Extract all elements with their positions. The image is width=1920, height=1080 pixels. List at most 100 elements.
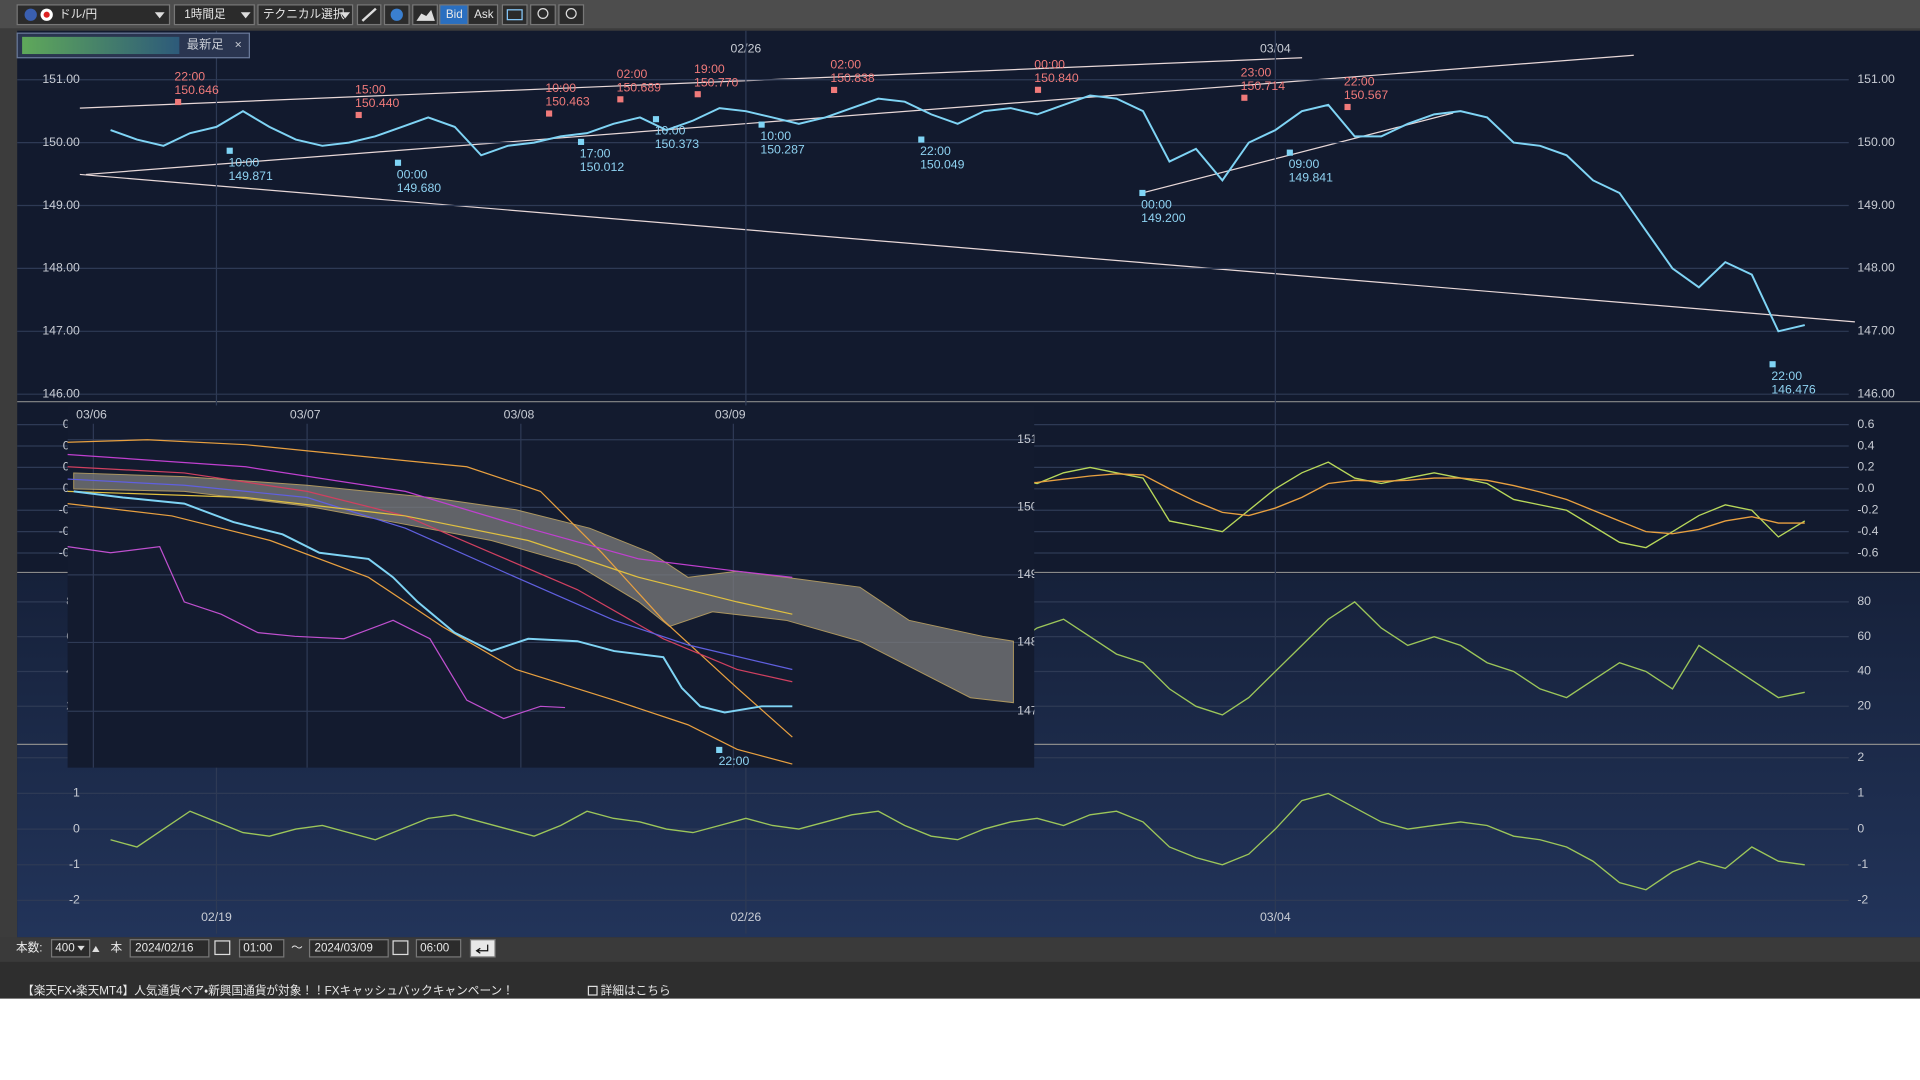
low-price: 150.049 [920, 158, 965, 172]
low-marker [918, 136, 924, 142]
high-price: 150.714 [1241, 79, 1286, 93]
banner-text: 【楽天FX・楽天MT4】人気通貨ペア・新興国通貨が対象！！FXキャッシュバックキ… [22, 983, 514, 997]
y-tick-label: 150.00 [1857, 135, 1895, 149]
pair-label: ドル/円 [59, 8, 97, 21]
high-time: 19:00 [694, 62, 725, 76]
y-tick-label: -0.4 [1857, 524, 1878, 538]
y-tick-label: 146.00 [1857, 386, 1895, 400]
y-tick-label: 151.00 [1857, 72, 1895, 86]
y-tick-label: -1 [1857, 857, 1868, 871]
reset-button[interactable] [470, 940, 495, 957]
low-time: 17:00 [580, 146, 611, 160]
low-price: 150.373 [655, 137, 700, 151]
inset-date: 03/08 [504, 407, 535, 421]
high-price: 150.440 [355, 96, 400, 110]
y-tick-label: 146.00 [42, 386, 80, 400]
high-price: 150.463 [545, 95, 590, 109]
y-tick-label: 80 [1857, 594, 1871, 608]
flag-jp-dot [44, 12, 50, 18]
y-tick-label: -1 [69, 857, 80, 871]
high-price: 150.689 [617, 81, 662, 95]
footer: 本数: 400 本 2024/02/16 01:00 〜 2024/03/09 … [0, 937, 1920, 1080]
y-tick-label: 149.00 [42, 198, 80, 212]
legend-bar [22, 37, 179, 54]
technical-label: テクニカル選択 [263, 7, 345, 21]
y-tick-label: 1 [1857, 786, 1864, 800]
inset: 22:00 03/06 03/07 03/08 03/09 151 150 14… [68, 405, 1038, 767]
high-marker [695, 91, 701, 97]
low-time: 10:00 [655, 124, 686, 138]
y-tick-label: 60 [1857, 629, 1871, 643]
high-marker [1344, 104, 1350, 110]
inset-date: 03/07 [290, 407, 321, 421]
x-tick-label: 02/26 [731, 910, 762, 924]
zoom-in-button[interactable] [559, 5, 584, 25]
high-time: 15:00 [355, 83, 386, 97]
flag-us [25, 9, 37, 21]
y-tick-label: 147.00 [42, 324, 80, 338]
timeframe-label: 1時間足 [184, 8, 226, 21]
high-price: 150.838 [830, 71, 875, 85]
start-time: 01:00 [243, 941, 273, 954]
count-value: 400 [55, 941, 75, 954]
low-time: 00:00 [397, 167, 428, 181]
inset-date: 03/06 [76, 407, 107, 421]
low-marker [653, 116, 659, 122]
y-tick-label: 40 [1857, 664, 1871, 678]
low-price: 149.680 [397, 181, 442, 195]
inset-date: 03/09 [715, 407, 746, 421]
count-label: 本数: [16, 940, 43, 954]
settings-button[interactable] [502, 5, 527, 25]
inset-marker [716, 747, 722, 753]
low-price: 146.476 [1771, 382, 1816, 396]
high-price: 150.646 [174, 83, 219, 97]
end-time: 06:00 [420, 941, 450, 954]
range-separator: 〜 [291, 941, 303, 954]
high-marker [1241, 95, 1247, 101]
toolbar: ドル/円 1時間足 テクニカル選択 Bid Ask [0, 0, 1920, 28]
low-marker [227, 148, 233, 154]
start-date: 2024/02/16 [135, 941, 193, 954]
low-marker [759, 122, 765, 128]
low-time: 22:00 [1771, 369, 1802, 383]
high-time: 10:00 [545, 81, 576, 95]
low-time: 00:00 [1141, 197, 1172, 211]
banner-link[interactable]: 詳細はこちら [601, 983, 671, 997]
x-tick-label: 02/19 [201, 910, 232, 924]
footer-bg [0, 937, 1920, 962]
low-time: 10:00 [760, 129, 791, 143]
high-time: 22:00 [174, 70, 205, 84]
y-tick-label: 147.00 [1857, 324, 1895, 338]
y-tick-label: 150.00 [42, 135, 80, 149]
y-tick-label: 1 [73, 786, 80, 800]
low-marker [1770, 361, 1776, 367]
y-tick-label: 151.00 [42, 72, 80, 86]
low-price: 150.287 [760, 143, 805, 157]
blank-area [0, 999, 1920, 1080]
high-marker [1035, 87, 1041, 93]
y-tick-label: 2 [1857, 750, 1864, 764]
x-tick-label: 03/04 [1260, 910, 1291, 924]
low-marker [1287, 150, 1293, 156]
legend-close[interactable]: × [235, 38, 242, 52]
high-price: 150.567 [1344, 88, 1389, 102]
high-price: 150.770 [694, 75, 739, 89]
high-marker [831, 87, 837, 93]
high-time: 02:00 [830, 58, 861, 72]
y-tick-label: -2 [69, 893, 80, 907]
y-tick-label: 0 [1857, 821, 1864, 835]
count-unit: 本 [111, 940, 123, 954]
low-marker [1139, 190, 1145, 196]
y-tick-label: 149.00 [1857, 198, 1895, 212]
bid-label: Bid [446, 8, 463, 21]
y-tick-label: 0.6 [1857, 417, 1874, 431]
legend-box: 最新足 × [17, 33, 249, 58]
low-time: 10:00 [228, 155, 259, 169]
chart-type-button[interactable] [413, 5, 438, 25]
zoom-out-button[interactable] [531, 5, 556, 25]
high-time: 23:00 [1241, 65, 1272, 79]
info-icon [391, 9, 403, 21]
ask-label: Ask [474, 8, 494, 21]
